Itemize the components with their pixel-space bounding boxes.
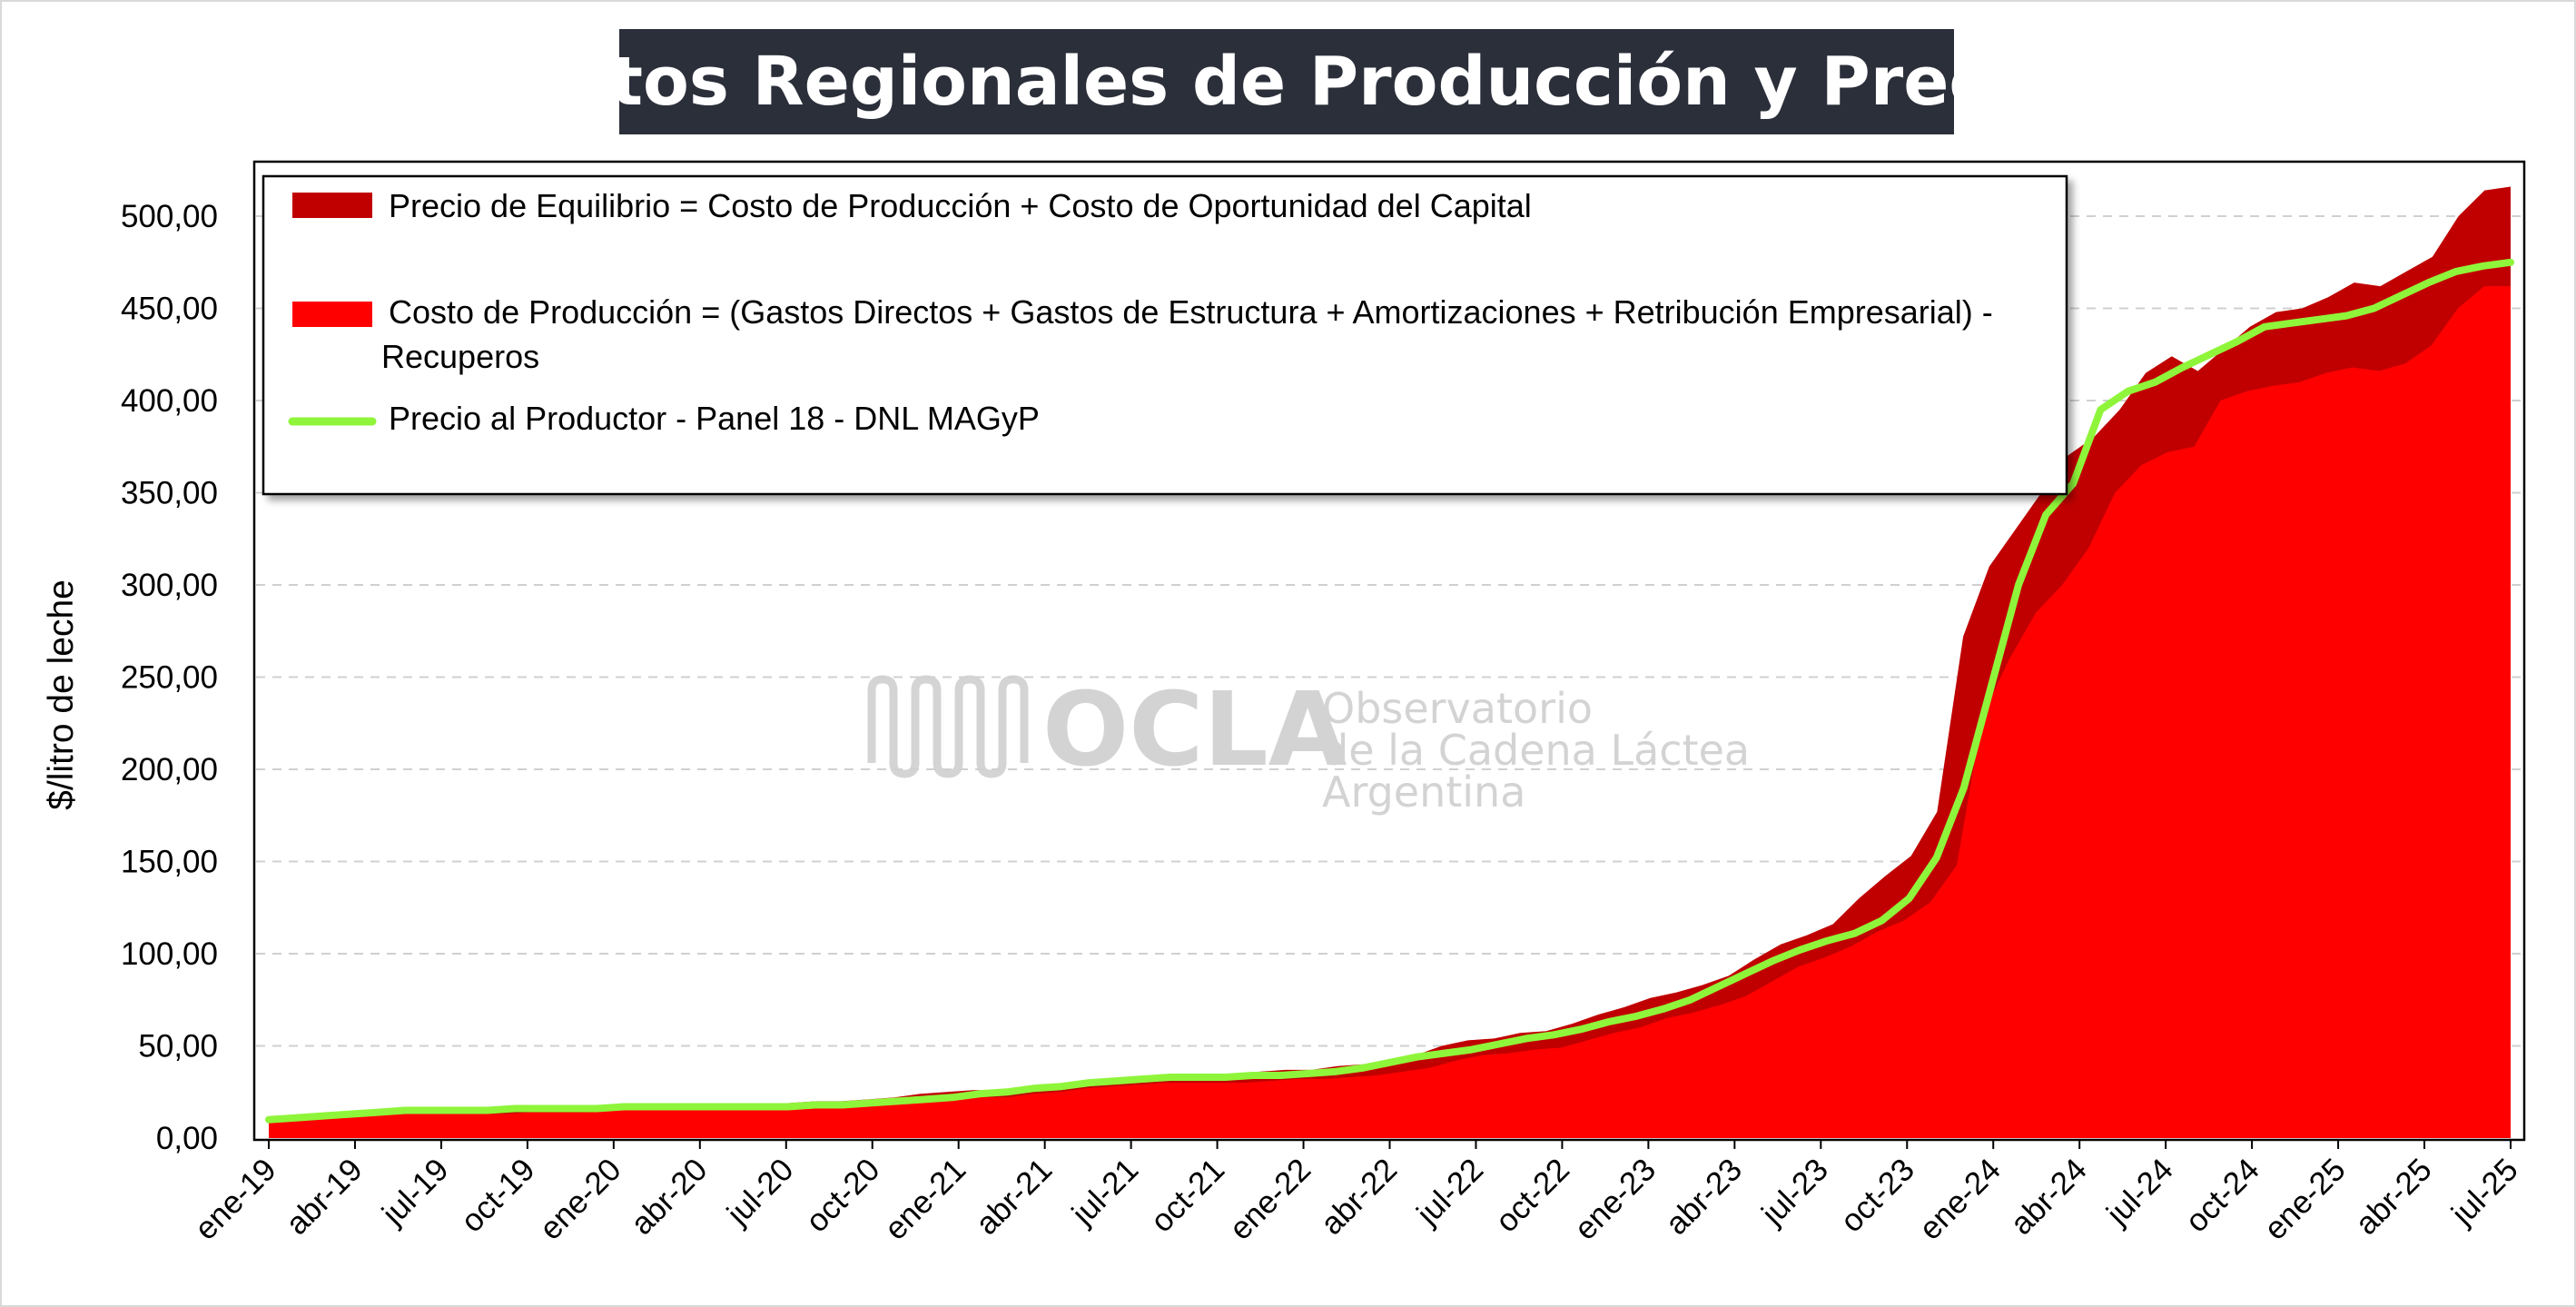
x-tick-label: oct-21: [1144, 1152, 1231, 1239]
x-tick-label: abr-19: [280, 1152, 370, 1242]
x-tick-label: ene-21: [878, 1152, 973, 1247]
watermark-line2: de la Cadena Láctea: [1322, 726, 1750, 775]
x-tick-label: jul-24: [2099, 1152, 2180, 1233]
y-axis-ticks: 0,00 50,00 100,00 150,00 200,00 250,00 300,00 3…: [121, 199, 218, 1156]
legend-label-cost-line2: Recuperos: [381, 338, 539, 375]
x-tick-label: ene-22: [1223, 1152, 1318, 1247]
legend-swatch-cost: [292, 302, 372, 327]
watermark-brand: OCLA: [1042, 671, 1347, 789]
x-tick-label: ene-23: [1567, 1152, 1663, 1247]
watermark-line1: Observatorio: [1322, 684, 1593, 733]
watermark-line3: Argentina: [1322, 767, 1525, 817]
x-tick-label: jul-21: [1064, 1152, 1145, 1233]
y-tick-label: 450,00: [121, 292, 218, 327]
x-tick-label: ene-24: [1912, 1152, 2008, 1247]
x-tick-label: oct-24: [2178, 1152, 2265, 1239]
y-tick-label: 150,00: [121, 845, 218, 880]
y-tick-label: 500,00: [121, 199, 218, 234]
x-tick-label: jul-20: [720, 1152, 801, 1233]
x-tick-label: abr-20: [624, 1152, 714, 1242]
x-tick-label: ene-20: [533, 1152, 628, 1247]
y-axis-label: $/litro de leche: [42, 579, 81, 810]
legend-label-cost: Costo de Producción = (Gastos Directos +…: [389, 293, 1993, 331]
x-tick-label: abr-22: [1314, 1152, 1404, 1242]
x-tick-label: jul-25: [2444, 1152, 2525, 1233]
legend-swatch-equilibrium: [292, 193, 372, 218]
y-tick-label: 200,00: [121, 752, 218, 787]
y-tick-label: 250,00: [121, 660, 218, 696]
legend-box: [262, 174, 2068, 496]
x-tick-label: abr-25: [2349, 1152, 2439, 1242]
title-box: [619, 29, 1954, 134]
legend: Precio de Equilibrio = Costo de Producci…: [262, 174, 2068, 496]
x-tick-label: jul-23: [1754, 1152, 1835, 1233]
x-tick-label: ene-19: [188, 1152, 283, 1247]
y-tick-label: 400,00: [121, 383, 218, 419]
x-tick-label: oct-23: [1834, 1152, 1921, 1239]
x-tick-label: abr-23: [1659, 1152, 1749, 1242]
x-tick-label: oct-19: [454, 1152, 541, 1239]
ocla-logo-icon: [867, 675, 1029, 778]
ocla-watermark: OCLA Observatorio de la Cadena Láctea Ar…: [867, 671, 1750, 817]
x-tick-label: ene-25: [2257, 1152, 2353, 1247]
x-tick-label: jul-19: [375, 1152, 456, 1233]
chart-title: Costos Regionales de Producción y Precio…: [475, 43, 2097, 121]
data-series: [265, 186, 2514, 1139]
y-tick-label: 50,00: [138, 1029, 218, 1064]
series-line-price: [265, 258, 2514, 1124]
y-tick-label: 350,00: [121, 476, 218, 511]
x-tick-label: jul-22: [1409, 1152, 1490, 1233]
y-tick-label: 300,00: [121, 568, 218, 603]
y-tick-label: 100,00: [121, 936, 218, 972]
legend-label-price: Precio al Productor - Panel 18 - DNL MAG…: [389, 400, 1040, 437]
x-tick-label: oct-22: [1489, 1152, 1576, 1239]
x-tick-label: abr-21: [969, 1152, 1059, 1242]
y-tick-label: 0,00: [156, 1121, 218, 1156]
series-area-cost: [269, 286, 2511, 1139]
x-tick-label: oct-20: [799, 1152, 886, 1239]
legend-label-equilibrium: Precio de Equilibrio = Costo de Producci…: [389, 187, 1532, 224]
x-tick-label: abr-24: [2004, 1152, 2094, 1242]
